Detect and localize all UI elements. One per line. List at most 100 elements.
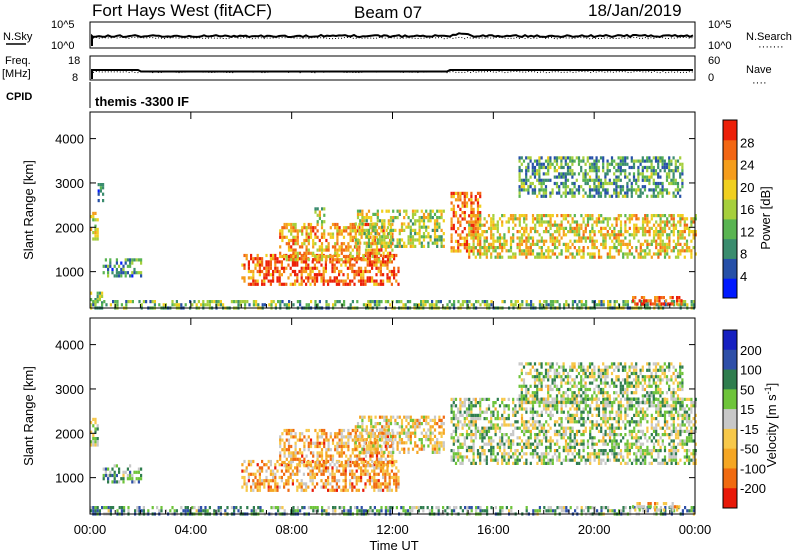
power-cell — [529, 252, 532, 256]
power-cell — [595, 188, 598, 192]
velocity-cell — [342, 444, 346, 449]
power-cell — [391, 248, 394, 252]
power-cell — [307, 238, 310, 243]
power-cell — [574, 300, 577, 304]
velocity-cell — [309, 460, 313, 465]
power-cell — [514, 255, 517, 259]
velocity-cell — [296, 463, 299, 467]
power-cell — [300, 266, 303, 270]
power-cell — [366, 276, 369, 280]
power-cell — [269, 282, 272, 286]
power-cell — [505, 239, 508, 243]
power-cell — [309, 282, 312, 286]
power-cell — [577, 191, 581, 195]
power-cell — [648, 226, 651, 230]
velocity-cell — [336, 451, 339, 455]
velocity-cell — [538, 397, 541, 401]
power-cell — [476, 204, 480, 208]
velocity-cell — [287, 482, 290, 486]
power-cell — [364, 266, 367, 270]
velocity-cell — [359, 444, 362, 448]
velocity-cell — [427, 428, 430, 432]
power-cell — [383, 241, 386, 245]
power-cell — [363, 232, 366, 236]
velocity-cell — [329, 482, 332, 486]
velocity-cell — [452, 452, 455, 456]
power-cell — [688, 233, 691, 237]
power-cell — [321, 207, 324, 211]
velocity-cell — [569, 420, 572, 424]
power-cell — [619, 239, 623, 243]
velocity-cell — [578, 442, 581, 446]
power-cell — [635, 159, 638, 163]
power-cell — [292, 238, 295, 243]
velocity-cell — [425, 415, 428, 419]
power-cell — [486, 303, 489, 307]
velocity-cell — [367, 418, 371, 422]
power-cell — [331, 222, 335, 227]
nsearch-series — [92, 36, 694, 40]
velocity-cell — [287, 451, 291, 455]
velocity-cell — [327, 479, 330, 483]
power-cell — [666, 217, 669, 221]
power-cell — [459, 223, 462, 227]
velocity-cell — [324, 463, 327, 467]
nsearch-legend: ······· — [758, 41, 784, 53]
power-cell — [316, 229, 319, 233]
power-cell — [452, 227, 455, 231]
power-cell — [606, 233, 609, 237]
power-cell — [573, 246, 576, 250]
velocity-cell — [523, 407, 526, 411]
power-colorbar-swatch — [723, 278, 737, 299]
velocity-cell — [351, 485, 354, 489]
power-cell — [573, 220, 576, 224]
velocity-cell — [329, 454, 332, 458]
velocity-cell — [281, 448, 284, 452]
power-cell — [398, 238, 401, 242]
power-cell — [294, 222, 297, 227]
velocity-cell — [420, 441, 423, 445]
power-cell — [679, 233, 682, 237]
power-cell — [637, 165, 640, 170]
power-cell — [644, 217, 647, 221]
velocity-cell — [487, 439, 491, 443]
power-cell — [309, 251, 313, 255]
velocity-cell — [391, 460, 394, 465]
velocity-cell — [523, 429, 526, 433]
velocity-cell — [580, 442, 583, 446]
velocity-cell — [425, 431, 428, 435]
power-cell — [373, 260, 376, 264]
velocity-cell — [274, 466, 277, 470]
power-cell — [425, 225, 428, 229]
power-cell — [457, 217, 460, 221]
power-cell — [256, 279, 259, 283]
power-cell — [553, 239, 557, 243]
power-cell — [298, 257, 301, 261]
velocity-cell — [241, 475, 244, 480]
power-cell — [101, 294, 104, 298]
power-cell — [404, 303, 407, 307]
velocity-cell — [356, 438, 360, 442]
power-cell — [305, 276, 308, 280]
velocity-cell — [369, 451, 372, 455]
power-cell — [527, 252, 530, 256]
power-cell — [476, 207, 480, 211]
velocity-cell — [356, 448, 359, 452]
power-cell — [309, 235, 313, 239]
power-cell — [538, 255, 541, 259]
velocity-cell — [459, 410, 462, 414]
velocity-cell — [334, 444, 337, 449]
velocity-cell — [243, 479, 246, 483]
power-cell — [109, 303, 112, 307]
power-cell — [274, 269, 277, 274]
velocity-cell — [569, 436, 572, 440]
power-cell — [657, 255, 660, 259]
power-cell — [549, 217, 552, 221]
power-cell — [311, 266, 314, 270]
power-cell — [398, 209, 401, 213]
velocity-cell — [387, 418, 390, 422]
velocity-cell — [347, 428, 350, 433]
velocity-cell — [384, 444, 387, 449]
velocity-cell — [498, 442, 502, 446]
